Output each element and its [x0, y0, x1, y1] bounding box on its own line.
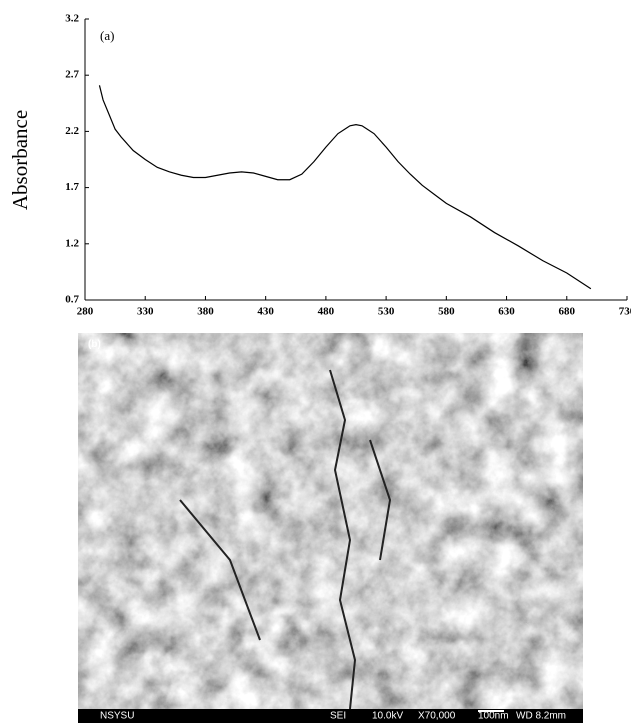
x-tick-label: 730 — [619, 306, 631, 318]
x-tick-label: 280 — [77, 306, 94, 318]
y-tick-label: 1.7 — [65, 181, 79, 193]
sem-micrograph — [78, 333, 583, 709]
crack — [179, 369, 392, 710]
y-axis-label: Absorbance — [8, 110, 32, 210]
info-text: WD 8.2mm — [516, 711, 566, 722]
x-tick-label: 380 — [197, 306, 214, 318]
y-tick-label: 3.2 — [65, 13, 79, 25]
info-bar — [78, 709, 583, 723]
y-tick-label: 1.2 — [65, 237, 79, 249]
y-tick-label: 0.7 — [65, 294, 79, 306]
x-tick-label: 430 — [257, 306, 274, 318]
info-text: 100nm — [478, 711, 509, 722]
panel-label: (a) — [100, 28, 114, 43]
x-tick-label: 580 — [438, 306, 455, 318]
y-tick-label: 2.7 — [65, 69, 79, 81]
data-line — [98, 85, 592, 290]
x-tick-label: 330 — [137, 306, 154, 318]
info-text: NSYSU — [100, 711, 134, 722]
plot: 0.7 1.2 1.7 2.2 2.7 3.2 280 330 380 430 480 530 580 6… — [65, 13, 631, 318]
x-tick-label: 480 — [318, 306, 335, 318]
panel-label: (b) — [88, 339, 101, 350]
info-text: 10.0kV — [372, 711, 403, 722]
sem-image: (b) NSYSU SEI 10.0kV X70,000 100nm WD 8.… — [78, 333, 583, 723]
y-tick-label: 2.2 — [65, 125, 79, 137]
x-tick-label: 530 — [378, 306, 395, 318]
x-tick-label: 680 — [559, 306, 576, 318]
info-text: SEI — [330, 711, 346, 722]
info-text: X70,000 — [418, 711, 456, 722]
x-tick-label: 630 — [498, 306, 515, 318]
